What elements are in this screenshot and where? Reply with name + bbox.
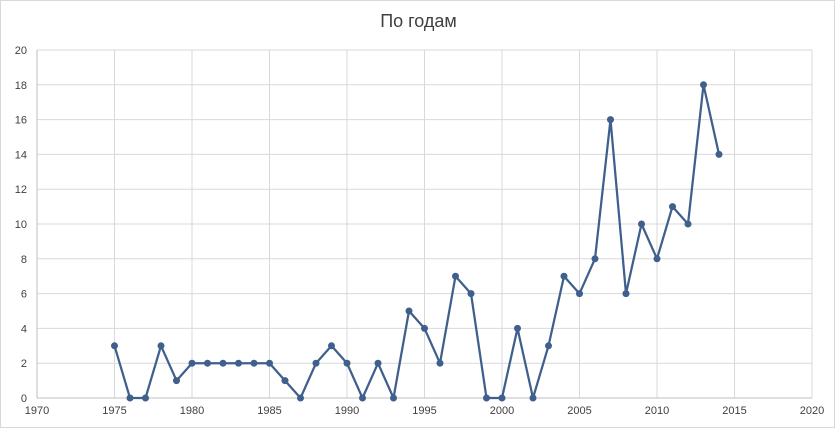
data-point [281,377,289,385]
data-point [715,150,723,158]
data-point [591,255,599,263]
data-point [374,359,382,367]
data-point [266,359,273,367]
data-point [514,324,521,332]
data-point [405,307,413,315]
y-tick-label: 16 [15,115,27,127]
data-point [343,359,351,367]
data-point [297,394,304,402]
data-point [250,359,258,367]
x-tick-label: 2000 [490,405,514,417]
x-tick-label: 1980 [180,405,204,417]
data-point [359,394,366,402]
x-tick-label: 2015 [722,405,746,417]
data-point [576,290,583,298]
data-point [467,290,475,298]
y-tick-label: 8 [21,254,27,266]
data-point [452,272,459,280]
data-point [700,81,707,89]
data-point [684,220,692,228]
data-point [483,394,490,402]
x-tick-label: 1970 [25,405,49,417]
data-point [560,272,568,280]
x-tick-label: 2010 [645,405,669,417]
x-tick-label: 1995 [412,405,436,417]
y-tick-label: 20 [15,45,27,57]
data-point [126,394,134,402]
data-point [173,377,180,385]
data-point [157,342,165,350]
data-point [142,394,149,402]
data-point [545,342,552,350]
y-tick-label: 12 [15,184,27,196]
data-point [188,359,196,367]
data-point [436,359,444,367]
data-point [235,359,242,367]
x-tick-label: 1985 [257,405,281,417]
data-point [421,324,428,332]
data-point [204,359,211,367]
series-line [113,83,721,400]
x-tick-label: 1990 [335,405,359,417]
y-tick-label: 2 [21,358,27,370]
data-point [653,255,661,263]
chart-title: По годам [380,11,457,31]
y-tick-label: 18 [15,80,27,92]
y-tick-label: 10 [15,219,27,231]
x-tick-label: 1975 [102,405,126,417]
data-point [390,394,397,402]
x-tick-label: 2005 [567,405,591,417]
data-point [219,359,227,367]
data-point [669,203,676,211]
data-point [529,394,537,402]
data-point [111,342,118,350]
y-tick-label: 14 [15,149,27,161]
data-point [622,290,630,298]
data-point [498,394,506,402]
y-tick-label: 4 [21,323,27,335]
y-tick-label: 6 [21,289,27,301]
y-tick-label: 0 [21,393,27,405]
data-point [607,116,614,124]
x-tick-label: 2020 [800,405,824,417]
data-point [638,220,645,228]
data-point [328,342,335,350]
data-point [312,359,320,367]
